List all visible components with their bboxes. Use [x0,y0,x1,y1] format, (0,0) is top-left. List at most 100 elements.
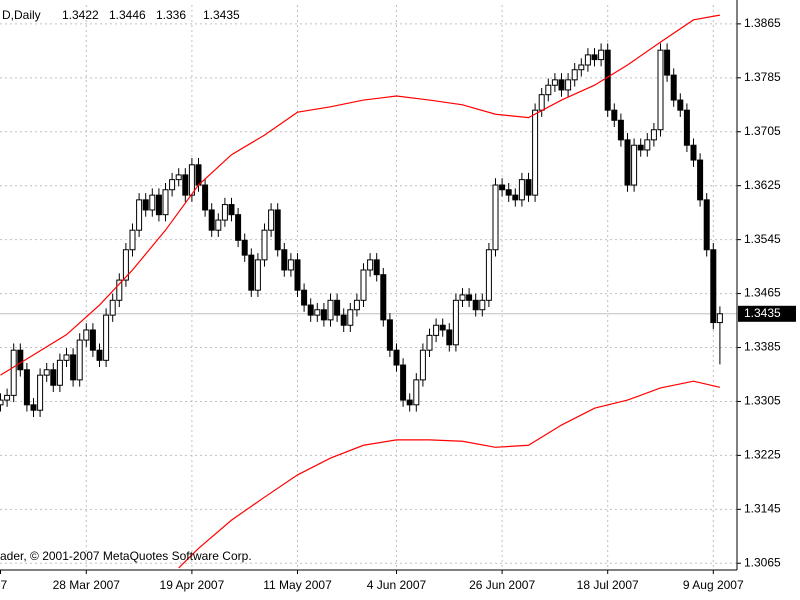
candle-body [565,79,572,91]
candle-body [281,249,288,271]
candle-body [83,329,90,341]
y-tick-label: 1.3065 [744,555,781,569]
candle-body [37,374,44,411]
symbol-label: D,Daily [2,8,41,22]
x-tick-label: 9 Aug 2007 [683,578,744,592]
candle-body [710,249,717,324]
candle-body [43,369,50,376]
plot-area [0,5,737,570]
candle-body [96,349,103,361]
candle-body [611,109,618,121]
candle-body [703,199,710,251]
y-tick-label: 1.3465 [744,286,781,300]
candle-body [518,179,525,201]
candle-body [426,334,433,351]
candle-body [261,229,268,261]
x-tick-label: 4 Jun 2007 [367,578,427,592]
candle-body [63,354,70,361]
candle-body [254,259,261,291]
x-tick-label: 07 [0,578,7,592]
candle-body [202,184,209,211]
candle-body [657,49,664,131]
x-tick-label: 19 Apr 2007 [160,578,225,592]
y-tick-label: 1.3625 [744,178,781,192]
candle-body [360,269,367,301]
candle-body [188,164,195,196]
y-tick-label: 1.3785 [744,70,781,84]
candle-body [413,379,420,406]
y-tick-label: 1.3865 [744,16,781,30]
candle-body [274,209,281,251]
x-tick-label: 18 Jul 2007 [577,578,639,592]
candle-body [116,279,123,301]
candle-body [439,324,446,331]
candle-body [30,404,37,411]
candle-body [103,314,110,361]
candle-body [136,199,143,231]
candle-body [631,144,638,186]
candle-body [301,289,308,306]
candle-body [327,299,334,321]
candle-body [677,99,684,111]
candle-body [505,189,512,196]
candle-body [162,189,169,216]
candle-body [320,309,327,321]
candle-body [367,259,374,271]
candle-body [373,259,380,276]
candle-body [499,184,506,191]
candle-body [228,204,235,216]
candle-body [617,119,624,141]
candle-body [571,69,578,81]
candle-body [419,349,426,381]
candle-body [598,49,605,61]
candle-body [380,274,387,321]
candle-body [400,364,407,401]
candle-body [235,214,242,241]
y-tick-label: 1.3225 [744,448,781,462]
candle-body [248,254,255,291]
y-tick-label: 1.3545 [744,232,781,246]
candle-body [485,249,492,301]
candle-body [307,304,314,316]
band-line [0,14,721,376]
candle-body [466,294,473,301]
candle-body [208,209,215,231]
candle-body [406,399,413,406]
y-tick-label: 1.3145 [744,501,781,515]
candle-body [195,164,202,186]
candle-body [76,339,83,381]
candle-body [17,349,24,371]
candle-body [637,144,644,151]
candle-body [241,239,248,256]
candle-body [670,74,677,101]
watermark: ader, © 2001-2007 MetaQuotes Software Co… [0,549,252,563]
candle-body [545,84,552,96]
y-tick-label: 1.3385 [744,340,781,354]
candle-body [89,329,96,351]
candle-body [268,209,275,231]
candle-body [334,299,341,316]
candle-body [314,309,321,316]
candle-body [492,184,499,251]
candle-body [472,299,479,311]
candle-body [287,259,294,271]
candle-body [70,354,77,381]
price-box [738,305,796,322]
header-high: 1.3446 [109,8,146,22]
price-label: 1.3435 [744,306,781,320]
header-low: 1.336 [156,8,186,22]
candle-body [182,174,189,196]
candle-body [340,314,347,326]
candle-body [294,259,301,291]
candle-body [624,139,631,186]
candle-body [386,319,393,351]
candle-body [683,109,690,146]
candle-body [644,139,651,151]
header-close: 1.3435 [203,8,240,22]
candle-body [452,299,459,346]
candle-body [175,174,182,181]
y-tick-label: 1.3305 [744,394,781,408]
x-tick-label: 28 Mar 2007 [53,578,121,592]
candle-body [591,54,598,61]
